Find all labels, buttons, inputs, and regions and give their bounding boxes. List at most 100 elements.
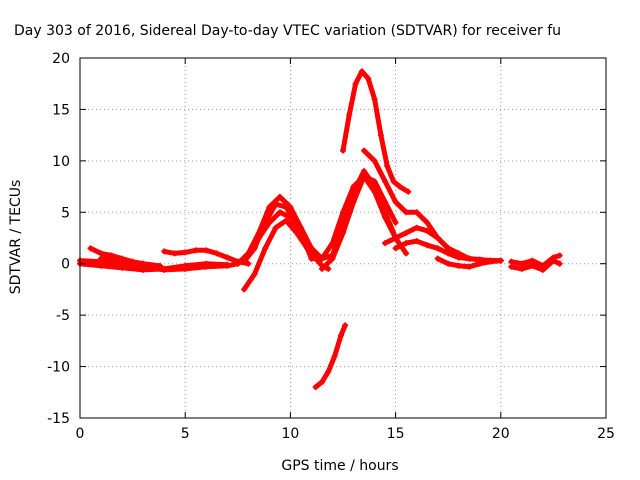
data-point [392, 245, 399, 252]
data-point [224, 254, 231, 261]
y-axis-title: SDTVAR / TECUs [8, 180, 24, 295]
y-tick-label: 20 [52, 51, 70, 67]
series-arc-20 [508, 252, 563, 269]
data-point [403, 240, 410, 247]
x-tick-label: 0 [76, 426, 85, 442]
data-point [262, 245, 269, 252]
series-arc-9 [255, 209, 332, 272]
data-point [255, 235, 262, 241]
data-point [556, 260, 563, 267]
y-tick-label: 5 [61, 205, 70, 221]
data-point [508, 258, 515, 265]
y-tick-label: -15 [47, 411, 70, 427]
data-point [382, 178, 389, 185]
data-point [392, 235, 399, 241]
data-point [424, 219, 431, 226]
data-point [161, 265, 168, 272]
data-point [312, 384, 319, 391]
data-point [283, 204, 290, 211]
data-point [403, 250, 410, 257]
data-point [508, 263, 515, 270]
data-point [272, 201, 279, 208]
data-point [297, 229, 304, 236]
data-point [466, 263, 473, 270]
series-arc-4 [98, 255, 163, 269]
data-point [445, 250, 452, 257]
data-point [325, 368, 332, 375]
data-point [213, 250, 220, 257]
data-point [224, 261, 231, 268]
data-point [266, 219, 273, 226]
data-point [342, 322, 349, 329]
data-point [365, 75, 372, 82]
data-point [455, 262, 462, 269]
data-point [350, 188, 357, 195]
series-arc-19 [508, 257, 563, 273]
series-arc-12 [329, 168, 399, 259]
data-point [283, 217, 290, 224]
data-point [140, 266, 147, 273]
data-point [318, 255, 325, 262]
data-point [392, 219, 399, 226]
data-point [340, 147, 346, 154]
data-point [276, 209, 283, 216]
data-point [318, 265, 325, 272]
data-point [182, 262, 189, 269]
data-point [424, 242, 431, 249]
data-point [308, 255, 315, 262]
data-point [98, 262, 105, 269]
data-series [77, 68, 563, 391]
series-arc-13 [340, 68, 412, 195]
data-point [413, 238, 420, 245]
data-point [182, 249, 189, 256]
data-point [413, 209, 420, 216]
data-point [245, 260, 252, 267]
data-point [192, 247, 199, 254]
data-point [455, 254, 462, 261]
y-tick-label: 10 [52, 154, 70, 170]
data-point [466, 255, 473, 262]
data-point [308, 250, 315, 257]
data-point [251, 271, 258, 277]
data-point [445, 245, 452, 252]
data-point [529, 257, 536, 264]
data-point [203, 247, 210, 254]
data-point [98, 255, 105, 262]
data-point [329, 252, 336, 259]
data-point [241, 258, 248, 265]
data-point [518, 260, 525, 267]
data-point [529, 262, 536, 269]
data-point [361, 168, 368, 175]
data-point [171, 250, 178, 257]
y-tick-label: 0 [61, 257, 70, 273]
y-tick-label: -10 [47, 360, 70, 376]
data-point [424, 227, 431, 234]
data-point [382, 209, 389, 216]
data-point [539, 262, 546, 269]
data-point [518, 265, 525, 272]
data-point [87, 245, 94, 252]
y-tick-label: -5 [56, 308, 70, 324]
data-point [161, 248, 168, 255]
data-point [556, 252, 563, 259]
series-arc-17 [312, 322, 349, 391]
series-arc-18 [434, 255, 504, 270]
data-point [276, 193, 283, 200]
series-arc-5 [161, 247, 252, 267]
data-point [119, 264, 126, 271]
data-point [318, 379, 325, 385]
data-point [346, 111, 353, 118]
chart-title: Day 303 of 2016, Sidereal Day-to-day VTE… [14, 23, 561, 39]
y-tick-label: 15 [52, 102, 70, 118]
data-point [203, 260, 210, 267]
x-tick-label: 10 [281, 426, 299, 442]
data-point [445, 260, 452, 267]
data-point [241, 286, 248, 293]
data-point [434, 245, 441, 252]
data-point [140, 260, 147, 267]
plot-frame [79, 57, 607, 419]
data-point [382, 240, 389, 247]
data-point [390, 178, 397, 185]
data-point [392, 199, 399, 205]
